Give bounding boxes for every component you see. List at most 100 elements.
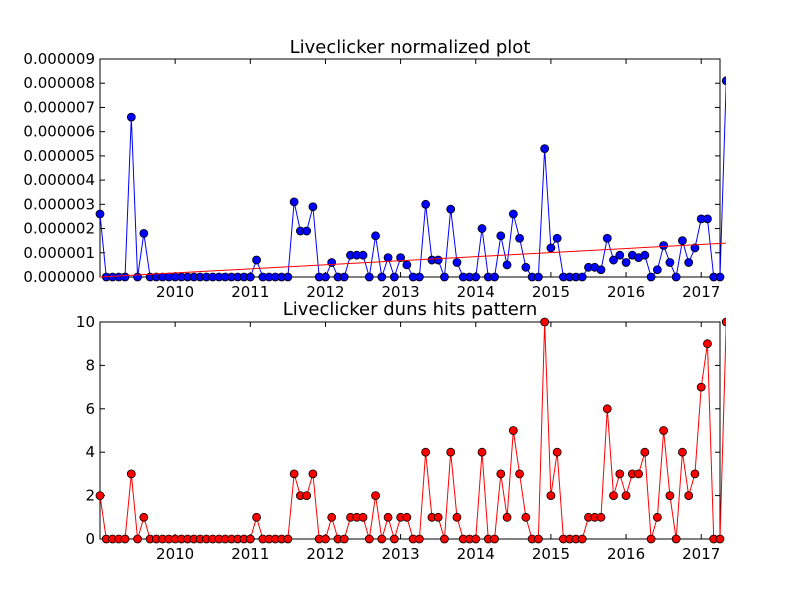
data-point	[609, 491, 618, 501]
data-point	[659, 426, 669, 435]
data-point	[402, 260, 412, 270]
data-point	[609, 255, 618, 265]
data-point	[552, 233, 562, 243]
data-point	[546, 491, 556, 501]
data-point	[552, 447, 562, 457]
data-point	[684, 258, 694, 267]
y-tick-label: 6	[85, 400, 95, 418]
x-tick-label: 2015	[532, 283, 570, 301]
data-point	[283, 272, 293, 282]
data-point	[502, 260, 512, 270]
data-point	[621, 258, 631, 267]
data-point	[126, 112, 136, 122]
x-tick-label: 2014	[457, 283, 495, 301]
data-point	[389, 534, 399, 544]
data-point	[477, 447, 487, 457]
y-tick-label: 4	[85, 443, 95, 461]
data-point	[396, 253, 406, 263]
y-tick-label: 0.000008	[23, 74, 95, 92]
y-tick-label: 8	[85, 356, 95, 374]
data-point	[577, 272, 587, 282]
y-tick-label: 0.000007	[23, 98, 95, 116]
data-point	[440, 534, 449, 544]
data-point	[634, 469, 643, 479]
data-point	[245, 534, 255, 544]
data-point	[703, 214, 712, 224]
data-point	[496, 469, 506, 479]
data-point	[95, 209, 105, 219]
data-point	[477, 224, 487, 233]
data-point	[615, 250, 625, 260]
data-point	[358, 512, 368, 522]
data-point	[621, 491, 631, 501]
data-point	[339, 534, 349, 544]
data-point	[678, 447, 687, 457]
data-point	[721, 76, 726, 86]
x-tick-label: 2016	[607, 545, 645, 563]
plot-area	[99, 58, 721, 278]
x-tick-label: 2017	[682, 545, 720, 563]
data-point	[377, 534, 387, 544]
data-point	[421, 199, 431, 209]
y-tick-label: 2	[85, 487, 95, 505]
data-point	[302, 226, 312, 236]
x-tick-label: 2014	[457, 545, 495, 563]
data-point	[602, 233, 612, 243]
data-point	[602, 404, 612, 414]
data-point	[371, 491, 380, 501]
x-tick-label: 2011	[231, 545, 269, 563]
data-point	[126, 469, 136, 479]
data-point	[671, 272, 681, 282]
x-tick-label: 2012	[306, 545, 344, 563]
data-series	[95, 76, 726, 282]
y-tick-label: 10	[76, 313, 95, 331]
data-point	[496, 231, 506, 241]
chart-title: Liveclicker duns hits pattern	[283, 299, 538, 320]
data-point	[321, 272, 330, 282]
data-point	[540, 144, 550, 154]
data-point	[283, 534, 293, 544]
data-point	[452, 258, 462, 267]
data-point	[321, 534, 330, 544]
data-point	[433, 512, 443, 522]
data-point	[703, 339, 712, 349]
data-point	[533, 272, 543, 282]
data-point	[252, 512, 261, 522]
data-point	[383, 253, 393, 263]
data-point	[339, 272, 349, 282]
data-point	[421, 447, 431, 457]
data-point	[652, 512, 662, 522]
x-tick-label: 2011	[231, 283, 269, 301]
data-point	[696, 382, 706, 392]
data-point	[646, 272, 656, 282]
data-point	[389, 272, 399, 282]
data-point	[521, 512, 531, 522]
data-point	[289, 469, 299, 479]
normalized-plot-panel: Liveclicker normalized plot 0.000000 0.00…	[23, 37, 726, 301]
data-series	[95, 317, 726, 544]
data-point	[690, 243, 700, 253]
data-point	[721, 317, 726, 327]
data-point	[245, 272, 255, 282]
y-tick-label: 0.000005	[23, 147, 95, 165]
y-tick-label: 0.000000	[23, 268, 95, 286]
data-point	[302, 491, 312, 501]
x-tick-label: 2017	[682, 283, 720, 301]
data-point	[308, 469, 318, 479]
y-tick-label: 0.000004	[23, 171, 95, 189]
data-point	[640, 250, 650, 260]
data-point	[383, 512, 393, 522]
data-point	[414, 534, 424, 544]
data-point	[139, 512, 149, 522]
data-point	[508, 426, 518, 435]
data-point	[471, 272, 481, 282]
data-point	[371, 231, 380, 241]
data-point	[715, 534, 725, 544]
data-point	[327, 512, 337, 522]
y-tick-label: 0	[85, 530, 95, 548]
data-point	[120, 272, 130, 282]
data-point	[665, 491, 675, 501]
data-point	[596, 512, 606, 522]
data-point	[289, 197, 299, 207]
